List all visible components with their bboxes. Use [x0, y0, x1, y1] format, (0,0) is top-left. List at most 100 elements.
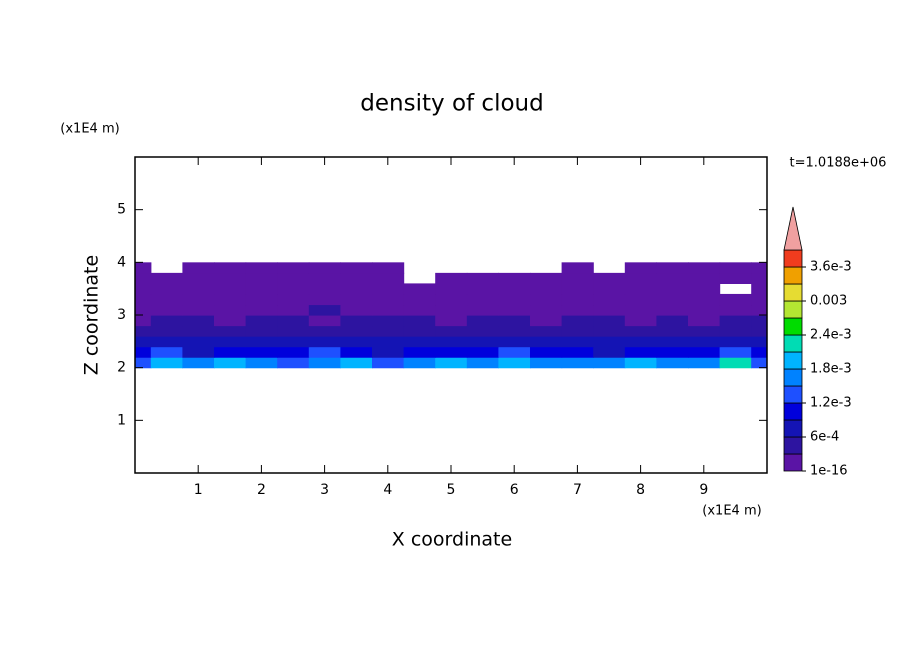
field-cell [688, 283, 721, 295]
field-cell [466, 283, 499, 295]
field-cell [498, 315, 531, 327]
x-tick-label: 4 [383, 482, 392, 498]
field-cell [751, 304, 767, 316]
field-cell [688, 346, 721, 358]
colorbar-box [783, 402, 803, 421]
colorbar-box [783, 453, 803, 472]
field-cell [372, 272, 405, 284]
field-cell [688, 262, 721, 274]
field-cell [150, 315, 183, 327]
field-cell [751, 262, 767, 274]
field-cell [624, 325, 657, 337]
field-cell [466, 357, 499, 369]
field-cell [214, 336, 247, 348]
field-cell [308, 262, 341, 274]
field-cell [561, 272, 594, 284]
field-cell [245, 304, 278, 316]
chart-title: density of cloud [360, 91, 543, 117]
field-cell [466, 315, 499, 327]
y-tick-label: 4 [117, 254, 126, 270]
field-cell [466, 336, 499, 348]
field-cell [498, 304, 531, 316]
field-cell [719, 336, 752, 348]
field-cell [308, 272, 341, 284]
field-cell [308, 304, 341, 316]
field-cell [530, 304, 563, 316]
field-cell [245, 336, 278, 348]
x-unit: (x1E4 m) [702, 504, 761, 519]
field-cell [277, 357, 310, 369]
field-cell [561, 262, 594, 274]
colorbar-box [783, 266, 803, 285]
field-cell [435, 315, 468, 327]
field-cell [466, 346, 499, 358]
field-cell [135, 357, 152, 369]
field-cell [403, 315, 436, 327]
y-axis-label: Z coordinate [81, 255, 103, 375]
field-cell [340, 262, 373, 274]
field-cell [182, 293, 215, 306]
field-cell [340, 325, 373, 337]
x-tick-label: 5 [447, 482, 456, 498]
field-cell [150, 272, 183, 284]
field [135, 262, 767, 369]
field-cell [530, 283, 563, 295]
field-cell [372, 293, 405, 306]
field-cell [182, 325, 215, 337]
field-cell [245, 262, 278, 274]
field-cell [498, 325, 531, 337]
field-cell [593, 293, 626, 306]
field-cell [214, 272, 247, 284]
field-cell [688, 336, 721, 348]
field-cell [245, 293, 278, 306]
field-cell [277, 283, 310, 295]
field-cell [340, 315, 373, 327]
field-cell [308, 357, 341, 369]
field-cell [182, 262, 215, 274]
field-cell [372, 283, 405, 295]
field-cell [435, 293, 468, 306]
field-cell [498, 283, 531, 295]
x-tick-label: 3 [320, 482, 329, 498]
field-cell [277, 293, 310, 306]
field-cell [561, 357, 594, 369]
field-cell [719, 346, 752, 358]
colorbar-label: 1.8e-3 [810, 362, 852, 377]
field-cell [593, 315, 626, 327]
field-cell [751, 336, 767, 348]
field-cell [150, 325, 183, 337]
field-cell [214, 262, 247, 274]
colorbar-box [783, 368, 803, 387]
field-cell [135, 262, 152, 274]
field-cell [624, 293, 657, 306]
x-tick-label: 6 [510, 482, 519, 498]
field-cell [561, 336, 594, 348]
time-annotation: t=1.0188e+06 [790, 156, 887, 171]
field-cell [751, 325, 767, 337]
x-tick-label: 7 [573, 482, 582, 498]
field-cell [751, 357, 767, 369]
field-cell [150, 357, 183, 369]
field-cell [751, 293, 767, 306]
field-cell [135, 283, 152, 295]
field-cell [719, 325, 752, 337]
field-cell [308, 336, 341, 348]
field-cell [403, 325, 436, 337]
colorbar-box [783, 249, 803, 268]
field-cell [340, 293, 373, 306]
field-cell [135, 304, 152, 316]
field-cell [656, 262, 689, 274]
field-cell [135, 325, 152, 337]
field-cell [277, 262, 310, 274]
x-tick-label: 1 [194, 482, 203, 498]
field-cell [403, 336, 436, 348]
field-cell [214, 304, 247, 316]
field-cell [466, 293, 499, 306]
field-cell [308, 293, 341, 306]
field-cell [498, 272, 531, 284]
field-cell [214, 283, 247, 295]
field-cell [245, 315, 278, 327]
field-cell [150, 283, 183, 295]
field-cell [593, 304, 626, 316]
